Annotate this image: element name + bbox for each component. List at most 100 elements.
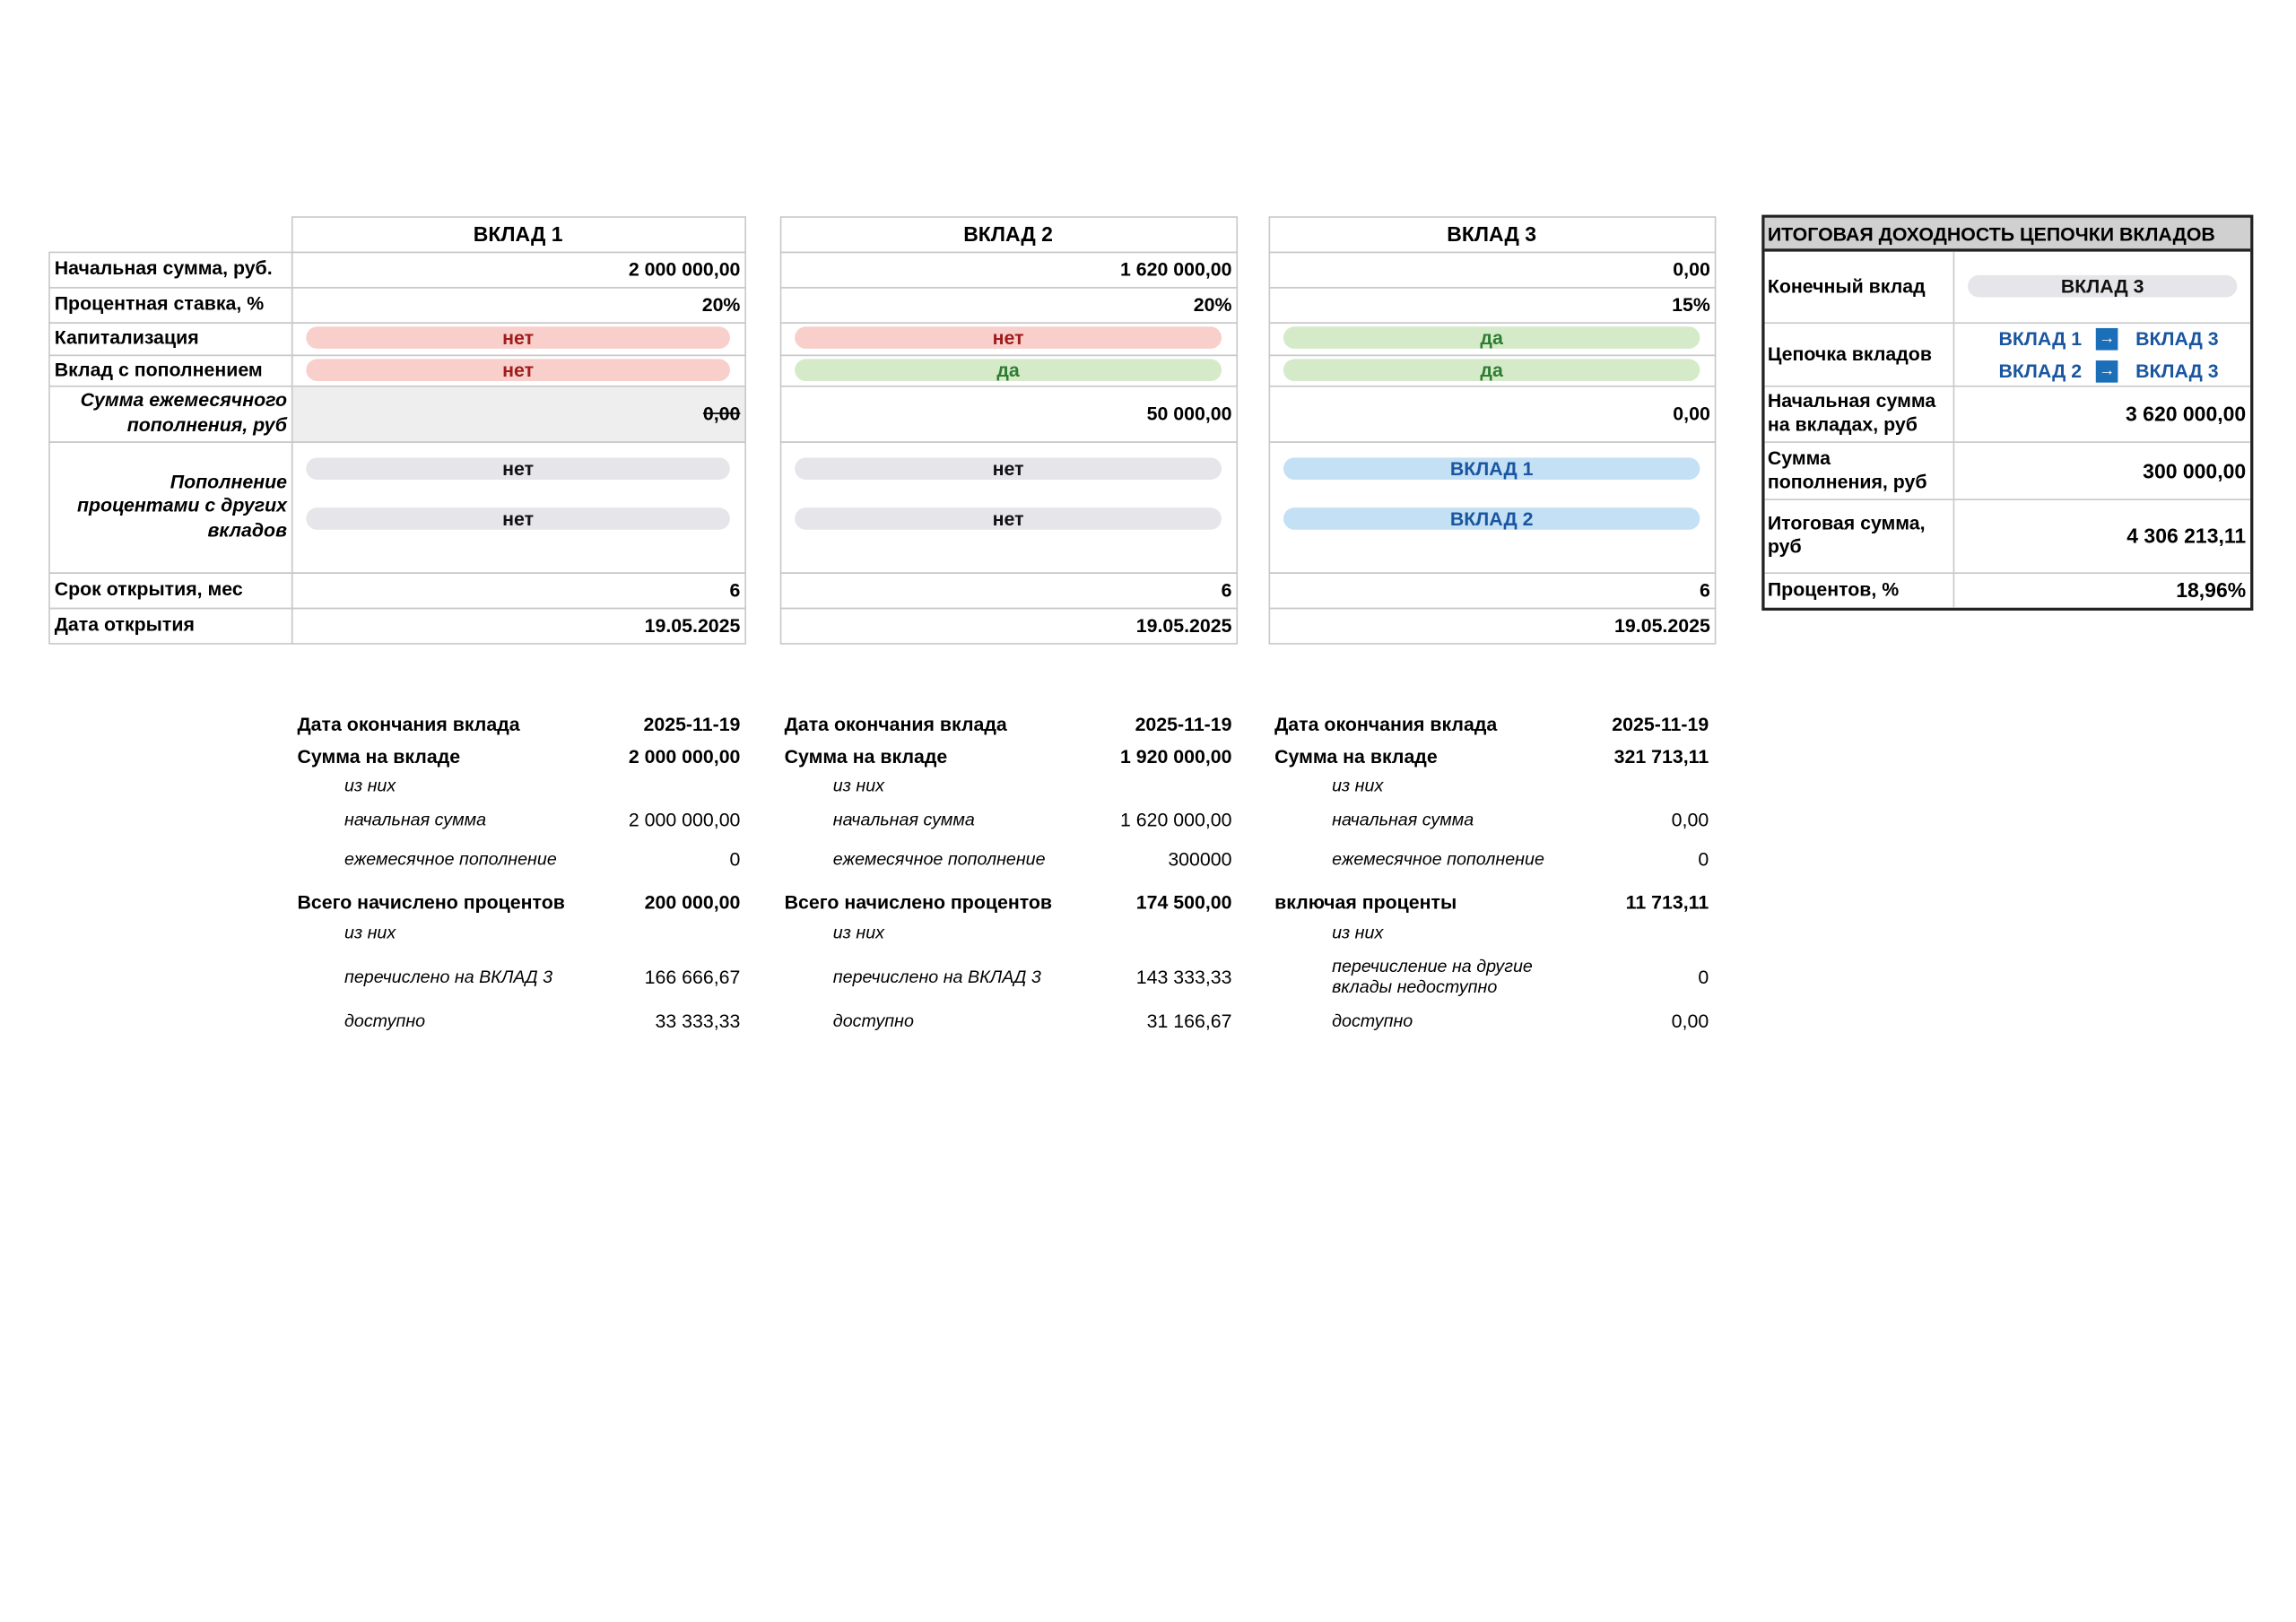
summary-value: 3 620 000,00 [2126, 401, 2247, 426]
status-pill: нет [306, 358, 730, 381]
cell-value: 0,00 [1673, 257, 1710, 281]
result-label: Дата окончания вклада [1274, 713, 1498, 735]
status-pill: нет [795, 326, 1222, 349]
result-value: 2025-11-19 [1612, 713, 1709, 735]
result-label: Всего начислено процентов [784, 890, 1053, 914]
summary-row-line [1764, 385, 2251, 387]
result-value: 166 666,67 [644, 966, 741, 988]
value-cell [1268, 607, 1717, 645]
result-sublabel: доступно [832, 1010, 914, 1032]
value-cell [291, 607, 746, 645]
chain-from: ВКЛАД 2 [1998, 360, 2083, 382]
summary-label: Конечный вклад [1767, 274, 1926, 298]
cell-value: 15% [1672, 293, 1710, 316]
chain-arrow: → [2095, 327, 2118, 351]
summary-label: Сумма пополнения, руб [1767, 446, 1927, 492]
result-sublabel: из них [344, 775, 396, 796]
result-value: 11 713,11 [1625, 890, 1709, 914]
result-value: 33 333,33 [655, 1010, 741, 1033]
result-label: Дата окончания вклада [784, 713, 1007, 735]
summary-row-line [1764, 499, 2251, 500]
summary-row-line [1764, 572, 2251, 574]
row-label: Дата открытия [54, 612, 195, 636]
result-value: 0 [1698, 848, 1709, 871]
row-label: Процентная ставка, % [54, 291, 265, 315]
row-label: Начальная сумма, руб. [54, 256, 273, 280]
cell-value: 2 000 000,00 [628, 257, 741, 281]
cell-value: 0,00 [702, 402, 741, 425]
result-value: 143 333,33 [1135, 966, 1232, 988]
result-sublabel: из них [832, 775, 885, 796]
result-value: 0,00 [1671, 1010, 1709, 1033]
deposit-title: ВКЛАД 3 [1447, 221, 1536, 247]
source-pill: нет [795, 457, 1222, 480]
summary-label: Цепочка вкладов [1767, 342, 1932, 364]
source-pill: нет [306, 507, 730, 530]
cell-value: 20% [701, 293, 741, 316]
result-value: 1 920 000,00 [1119, 745, 1232, 768]
value-cell [779, 607, 1239, 645]
cell-value: 6 [1221, 578, 1232, 602]
summary-row-line [1764, 322, 2251, 325]
row-label: Сумма ежемесячного пополнения, руб [80, 388, 287, 436]
summary-value: 18,96% [2176, 577, 2247, 603]
row-label: Вклад с пополнением [54, 357, 263, 380]
result-label: Всего начислено процентов [297, 890, 565, 914]
chain-to: ВКЛАД 3 [2135, 360, 2219, 382]
summary-value: 300 000,00 [2143, 458, 2247, 482]
result-value: 2025-11-19 [1135, 713, 1232, 735]
summary-box [1761, 214, 2254, 612]
result-value: 0 [1698, 966, 1709, 988]
cell-value: 19.05.2025 [644, 614, 741, 637]
result-value: 2025-11-19 [643, 713, 741, 735]
result-sublabel: ежемесячное пополнение [344, 848, 557, 870]
source-pill: ВКЛАД 1 [1283, 457, 1700, 480]
result-sublabel: ежемесячное пополнение [1332, 848, 1544, 870]
cell-value: 0,00 [1673, 402, 1710, 425]
status-pill: да [1283, 358, 1700, 381]
cell-value: 6 [729, 578, 741, 602]
result-label: включая проценты [1274, 890, 1457, 914]
cell-value: 19.05.2025 [1614, 614, 1710, 637]
source-pill: нет [795, 507, 1222, 530]
result-sublabel: перечислено на ВКЛАД 3 [344, 966, 553, 987]
result-sublabel: доступно [344, 1010, 426, 1032]
chain-from: ВКЛАД 1 [1998, 327, 2083, 350]
final-deposit-pill: ВКЛАД 3 [1968, 274, 2238, 298]
result-sublabel: из них [344, 922, 396, 943]
deposit-title: ВКЛАД 2 [963, 221, 1053, 247]
result-label: Сумма на вкладе [784, 745, 948, 768]
row-label: Пополнение процентами с других вкладов [76, 469, 287, 542]
deposit-title: ВКЛАД 1 [473, 221, 563, 247]
result-value: 200 000,00 [644, 890, 741, 914]
result-value: 0,00 [1671, 808, 1709, 831]
summary-title: ИТОГОВАЯ ДОХОДНОСТЬ ЦЕПОЧКИ ВКЛАДОВ [1767, 222, 2215, 246]
summary-value: 4 306 213,11 [2126, 524, 2247, 548]
chain-to: ВКЛАД 3 [2135, 327, 2219, 350]
result-label: Сумма на вкладе [297, 745, 461, 768]
cell-value: 6 [1699, 578, 1710, 602]
result-value: 1 620 000,00 [1119, 808, 1232, 831]
cell-value: 20% [1193, 293, 1232, 316]
result-sublabel: из них [1332, 775, 1384, 796]
result-sublabel: начальная сумма [344, 809, 487, 830]
result-sublabel: доступно [1332, 1010, 1413, 1032]
summary-title-bg [1764, 217, 2251, 252]
result-sublabel: из них [832, 922, 885, 943]
source-pill: ВКЛАД 2 [1283, 507, 1700, 530]
result-sublabel: начальная сумма [1332, 809, 1474, 830]
result-sublabel: ежемесячное пополнение [832, 848, 1046, 870]
result-sublabel: перечисление на другие вклады недоступно [1332, 956, 1533, 998]
summary-divider [1952, 251, 1955, 608]
result-sublabel: начальная сумма [832, 809, 975, 830]
result-value: 2 000 000,00 [628, 745, 741, 768]
result-value: 2 000 000,00 [628, 808, 741, 831]
result-value: 321 713,11 [1613, 745, 1709, 768]
status-pill: нет [306, 326, 730, 349]
status-pill: да [1283, 326, 1700, 349]
row-label: Срок открытия, мес [54, 577, 243, 600]
cell-value: 50 000,00 [1146, 402, 1232, 425]
result-value: 0 [729, 848, 741, 871]
